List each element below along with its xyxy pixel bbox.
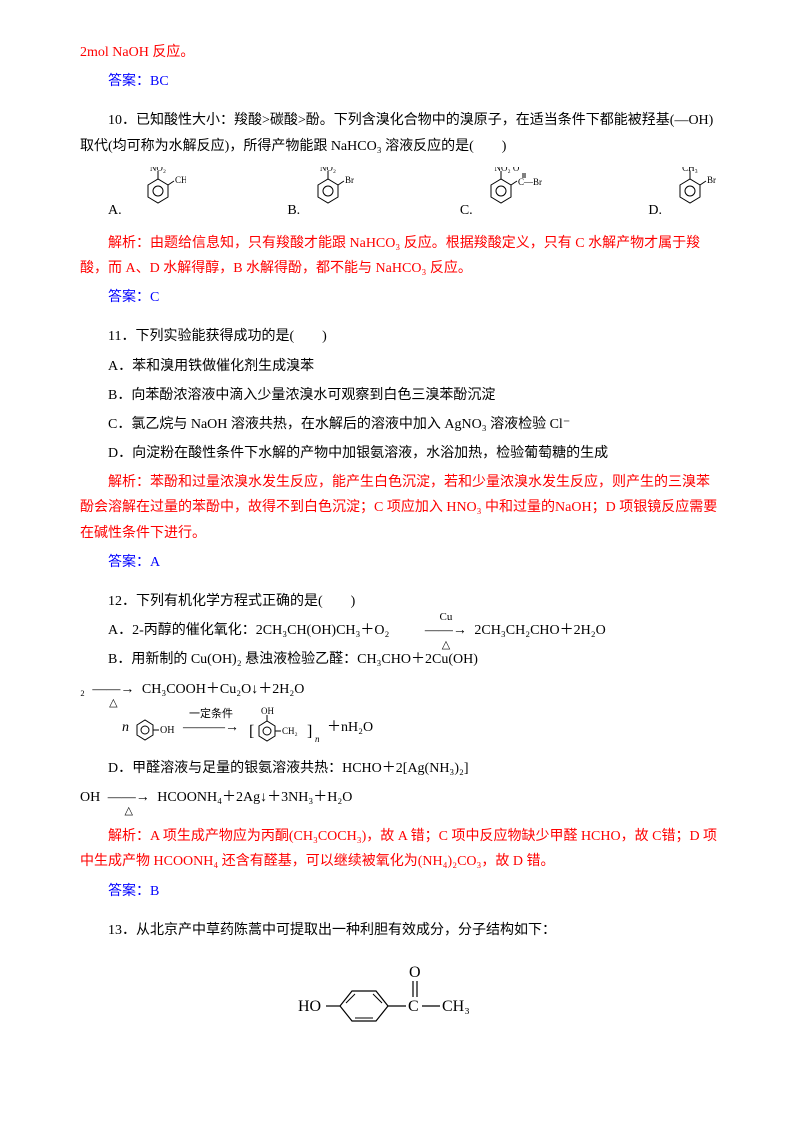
q10-stem: 10．已知酸性大小：羧酸>碳酸>酚。下列含溴化合物中的溴原子，在适当条件下都能被… xyxy=(80,108,720,158)
q11-ans-val: A xyxy=(150,555,160,570)
q12-analysis-label: 解析： xyxy=(108,829,150,844)
q10-analysis: 解析：由题给信息知，只有羧酸才能跟 NaHCO₃ 反应。根据羧酸定义，只有 C … xyxy=(80,231,720,281)
q12-answer-line: 答案：B xyxy=(80,879,720,904)
q12-a-arrow: Cu ――→ △ xyxy=(397,618,467,643)
q10-options: A. NO₂ CH₂Br B. NO₂ Br C. NO₂ O xyxy=(108,167,720,223)
q12-c-cond: 一定条件 xyxy=(189,705,233,725)
q12-c-polymer: [ OH CH₂ ] n xyxy=(247,706,327,750)
q12-analysis: 解析：A 项生成产物应为丙酮(CH₃COCH₃)，故 A 错；C 项中反应物缺少… xyxy=(80,824,720,874)
svg-text:NO₂ O: NO₂ O xyxy=(494,167,519,173)
q12-a-tri: △ xyxy=(414,636,450,656)
q12-opt-a: A．2-丙醇的催化氧化：2CH₃CH(OH)CH₃＋O₂ Cu ――→ △ 2C… xyxy=(80,618,720,643)
q12-b2-right: CH₃COOH＋Cu₂O↓＋2H₂O xyxy=(142,682,304,697)
q12-analysis-text: A 项生成产物应为丙酮(CH₃COCH₃)，故 A 错；C 项中反应物缺少甲醛 … xyxy=(80,829,717,869)
q12-c-n: n xyxy=(122,715,129,740)
q9-answer-line: 答案：BC xyxy=(80,69,720,94)
q12-opt-b-line2: ₂ ――→ △ CH₃COOH＋Cu₂O↓＋2H₂O xyxy=(80,677,720,702)
q12-a-cat: Cu xyxy=(412,608,453,628)
q12-ans-val: B xyxy=(150,884,159,899)
svg-text:HO: HO xyxy=(298,998,321,1015)
q12-c-arrow: 一定条件 ―――→ xyxy=(183,715,239,740)
svg-text:[: [ xyxy=(249,723,254,740)
q11-stem: 11．下列实验能获得成功的是( ) xyxy=(80,324,720,349)
q12-opt-d-line2: OH ――→ △ HCOONH₄＋2Ag↓＋3NH₃＋H₂O xyxy=(80,785,720,810)
q12-d-arrow: ――→ △ xyxy=(108,785,150,810)
q10-answer-line: 答案：C xyxy=(80,285,720,310)
q10-opt-d-label: D. xyxy=(648,198,662,223)
svg-text:NO₂: NO₂ xyxy=(150,167,166,173)
q10-ans-val: C xyxy=(150,290,159,305)
svg-text:OH: OH xyxy=(160,725,174,736)
q12-c-tail: ＋nH₂O xyxy=(327,715,373,740)
q12-c-phenol: OH xyxy=(129,711,175,745)
svg-text:Br: Br xyxy=(345,175,354,185)
q12-b2-tri: △ xyxy=(109,694,117,714)
q12-b2-arrow: ――→ △ xyxy=(92,677,134,702)
q12-opt-b: B．用新制的 Cu(OH)₂ 悬浊液检验乙醛：CH₃CHO＋2Cu(OH) xyxy=(80,647,720,672)
q11-opt-b: B．向苯酚浓溶液中滴入少量浓溴水可观察到白色三溴苯酚沉淀 xyxy=(80,383,720,408)
svg-text:CH₂: CH₂ xyxy=(282,726,298,736)
svg-text:C: C xyxy=(408,998,419,1015)
q10-opt-c: C. NO₂ O C—Br xyxy=(460,167,547,223)
q12-a-post: 2CH₃CH₂CHO＋2H₂O xyxy=(474,623,605,638)
q10-opt-a-label: A. xyxy=(108,198,122,223)
q9-ans-label: 答案： xyxy=(108,74,150,89)
svg-text:CH₂Br: CH₂Br xyxy=(175,175,186,185)
q12-ans-label: 答案： xyxy=(108,884,150,899)
q12-d-left: OH xyxy=(80,790,100,805)
q12-d-tri: △ xyxy=(125,802,133,822)
q12-opt-d: D．甲醛溶液与足量的银氨溶液共热：HCHO＋2[Ag(NH₃)₂] xyxy=(80,756,720,781)
q9-ans-val: BC xyxy=(150,74,169,89)
q10-opt-d: D. CH₃ Br xyxy=(648,167,720,223)
q10-struct-a: NO₂ CH₂Br xyxy=(126,167,186,223)
svg-text:]: ] xyxy=(307,723,312,740)
q10-analysis-text: 由题给信息知，只有羧酸才能跟 NaHCO₃ 反应。根据羧酸定义，只有 C 水解产… xyxy=(80,236,700,276)
svg-text:CH₃: CH₃ xyxy=(682,167,698,173)
svg-text:NO₂: NO₂ xyxy=(320,167,336,173)
q11-answer-line: 答案：A xyxy=(80,550,720,575)
q11-analysis: 解析：苯酚和过量浓溴水发生反应，能产生白色沉淀，若和少量浓溴水发生反应，则产生的… xyxy=(80,470,720,546)
q10-opt-a: A. NO₂ CH₂Br xyxy=(108,167,186,223)
svg-text:OH: OH xyxy=(261,706,274,716)
svg-text:O: O xyxy=(409,964,421,981)
q11-analysis-text: 苯酚和过量浓溴水发生反应，能产生白色沉淀，若和少量浓溴水发生反应，则产生的三溴苯… xyxy=(80,475,717,540)
q11-analysis-label: 解析： xyxy=(108,475,150,490)
q13-molecule: HO C O CH₃ xyxy=(290,955,510,1045)
q11-opt-c: C．氯乙烷与 NaOH 溶液共热，在水解后的溶液中加入 AgNO₃ 溶液检验 C… xyxy=(80,412,720,437)
q9-tail: 2mol NaOH 反应。 xyxy=(80,40,720,65)
svg-text:C—Br: C—Br xyxy=(518,177,542,187)
q10-struct-c: NO₂ O C—Br xyxy=(477,167,547,223)
svg-text:CH₃: CH₃ xyxy=(442,998,470,1015)
q10-ans-label: 答案： xyxy=(108,290,150,305)
q13-structure: HO C O CH₃ xyxy=(80,955,720,1054)
q10-struct-d: CH₃ Br xyxy=(666,167,720,223)
q11-ans-label: 答案： xyxy=(108,555,150,570)
q13-stem: 13．从北京产中草药陈蒿中可提取出一种利胆有效成分，分子结构如下： xyxy=(80,918,720,943)
q12-stem: 12．下列有机化学方程式正确的是( ) xyxy=(80,589,720,614)
q10-opt-b: B. NO₂ Br xyxy=(287,167,358,223)
q12-b2-left: ₂ xyxy=(80,682,85,697)
q12-opt-c: n OH 一定条件 ―――→ [ OH CH₂ ] n ＋nH₂O xyxy=(122,706,720,750)
q11-opt-d: D．向淀粉在酸性条件下水解的产物中加银氨溶液，水浴加热，检验葡萄糖的生成 xyxy=(80,441,720,466)
q12-d-right: HCOONH₄＋2Ag↓＋3NH₃＋H₂O xyxy=(157,790,352,805)
svg-text:n: n xyxy=(315,734,320,744)
q11-opt-a: A．苯和溴用铁做催化剂生成溴苯 xyxy=(80,354,720,379)
q10-opt-b-label: B. xyxy=(287,198,300,223)
q12-a-pre: A．2-丙醇的催化氧化：2CH₃CH(OH)CH₃＋O₂ xyxy=(108,623,389,638)
q10-opt-c-label: C. xyxy=(460,198,473,223)
q10-analysis-label: 解析： xyxy=(108,236,150,251)
svg-text:Br: Br xyxy=(707,175,716,185)
q10-struct-b: NO₂ Br xyxy=(304,167,358,223)
